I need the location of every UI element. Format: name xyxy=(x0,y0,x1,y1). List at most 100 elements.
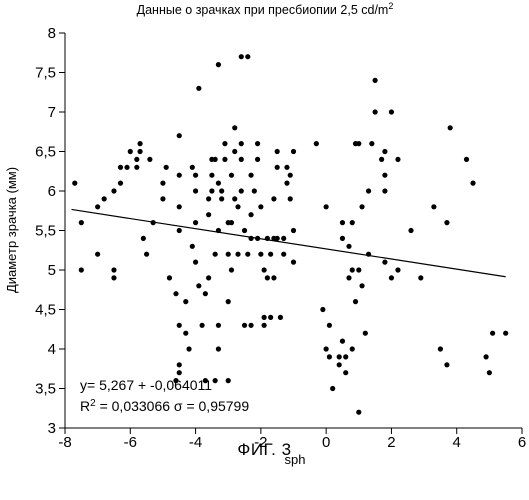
data-point xyxy=(281,252,286,257)
data-point xyxy=(255,141,260,146)
y-axis-label: Диаметр зрачка (мм) xyxy=(4,167,19,293)
data-point xyxy=(222,141,227,146)
data-point xyxy=(288,173,293,178)
data-point xyxy=(382,260,387,265)
data-point xyxy=(144,252,149,257)
data-point xyxy=(356,267,361,272)
data-point xyxy=(196,283,201,288)
data-point xyxy=(193,173,198,178)
data-point xyxy=(353,299,358,304)
data-point xyxy=(483,354,488,359)
data-point xyxy=(229,173,234,178)
data-point xyxy=(193,260,198,265)
data-point xyxy=(278,315,283,320)
data-point xyxy=(216,181,221,186)
data-point xyxy=(193,220,198,225)
data-point xyxy=(340,220,345,225)
data-point xyxy=(137,149,142,154)
data-point xyxy=(350,346,355,351)
data-point xyxy=(356,410,361,415)
data-point xyxy=(255,157,260,162)
data-point xyxy=(268,315,273,320)
data-points xyxy=(72,54,508,415)
data-point xyxy=(102,196,107,201)
data-point xyxy=(203,291,208,296)
data-point xyxy=(248,323,253,328)
data-point xyxy=(193,188,198,193)
data-point xyxy=(252,188,257,193)
data-point xyxy=(177,370,182,375)
data-point xyxy=(248,236,253,241)
data-point xyxy=(72,181,77,186)
data-point xyxy=(291,149,296,154)
data-point xyxy=(373,109,378,114)
data-point xyxy=(196,86,201,91)
data-point xyxy=(363,331,368,336)
data-point xyxy=(79,220,84,225)
data-point xyxy=(503,331,508,336)
data-point xyxy=(418,275,423,280)
data-point xyxy=(320,307,325,312)
data-point xyxy=(151,220,156,225)
data-point xyxy=(490,331,495,336)
y-tick-label: 7 xyxy=(48,104,56,121)
chart-title: Данные о зрачках при пресбиопии 2,5 cd/m… xyxy=(137,1,394,17)
data-point xyxy=(330,386,335,391)
data-point xyxy=(190,244,195,249)
data-point xyxy=(275,149,280,154)
data-point xyxy=(343,370,348,375)
data-point xyxy=(164,165,169,170)
data-point xyxy=(239,188,244,193)
regression-line xyxy=(72,209,506,276)
data-point xyxy=(389,275,394,280)
data-point xyxy=(366,188,371,193)
data-point xyxy=(281,236,286,241)
data-point xyxy=(239,157,244,162)
data-point xyxy=(235,252,240,257)
data-point xyxy=(213,252,218,257)
data-point xyxy=(346,244,351,249)
data-point xyxy=(275,165,280,170)
data-point xyxy=(173,291,178,296)
data-point xyxy=(124,165,129,170)
data-point xyxy=(190,165,195,170)
data-point xyxy=(206,212,211,217)
data-point xyxy=(382,149,387,154)
data-point xyxy=(346,275,351,280)
data-point xyxy=(268,252,273,257)
data-point xyxy=(177,173,182,178)
data-point xyxy=(288,196,293,201)
data-point xyxy=(118,181,123,186)
data-point xyxy=(229,220,234,225)
data-point xyxy=(248,212,253,217)
data-point xyxy=(271,196,276,201)
data-point xyxy=(226,299,231,304)
y-tick-label: 5,5 xyxy=(35,223,56,240)
data-point xyxy=(177,323,182,328)
y-tick-label: 4 xyxy=(48,341,56,358)
data-point xyxy=(464,157,469,162)
data-point xyxy=(216,346,221,351)
data-point xyxy=(258,252,263,257)
data-point xyxy=(177,204,182,209)
data-point xyxy=(160,181,165,186)
data-point xyxy=(177,362,182,367)
data-point xyxy=(324,346,329,351)
data-point xyxy=(177,228,182,233)
data-point xyxy=(206,196,211,201)
data-point xyxy=(226,252,231,257)
data-point xyxy=(147,157,152,162)
data-point xyxy=(242,323,247,328)
y-tick-label: 8 xyxy=(48,25,56,42)
data-point xyxy=(209,188,214,193)
data-point xyxy=(389,109,394,114)
data-point xyxy=(216,62,221,67)
y-tick-label: 6,5 xyxy=(35,144,56,161)
data-point xyxy=(186,346,191,351)
figure-caption: ФИГ. 3 xyxy=(0,440,529,460)
data-point xyxy=(275,236,280,241)
data-point xyxy=(216,228,221,233)
data-point xyxy=(284,181,289,186)
data-point xyxy=(382,173,387,178)
